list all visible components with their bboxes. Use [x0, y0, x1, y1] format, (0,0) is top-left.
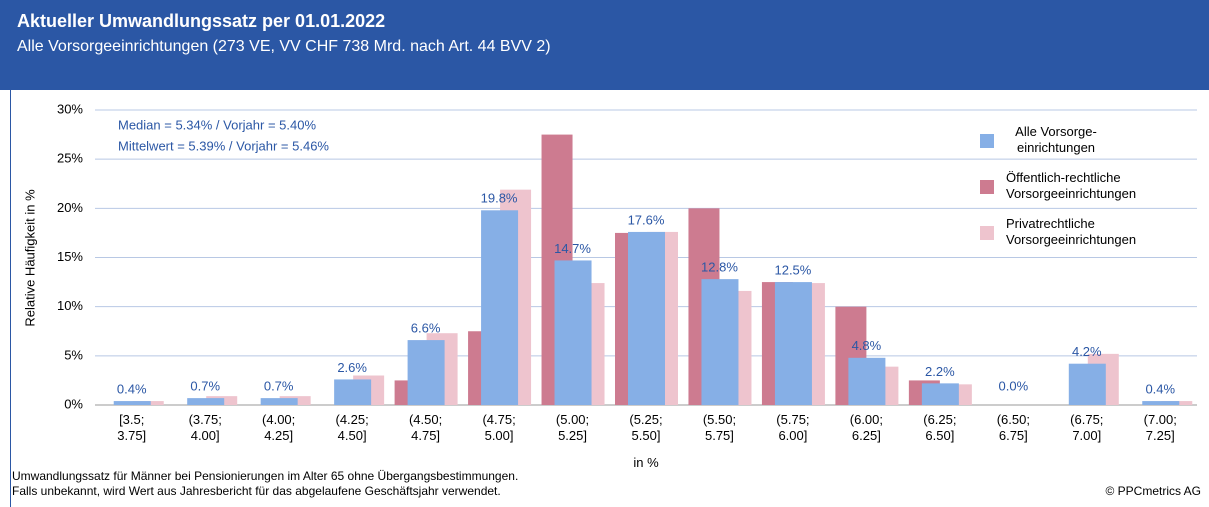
legend-label: Öffentlich-rechtliche Vorsorgeeinrichtun… — [1006, 170, 1137, 201]
bar — [701, 279, 739, 405]
x-tick-label: (3.75; 4.00] — [188, 412, 222, 443]
x-tick-label: (4.50; 4.75] — [408, 412, 443, 443]
data-label: 0.0% — [999, 378, 1029, 393]
bar — [921, 383, 959, 405]
x-tick-label: (6.75; 7.00] — [1070, 412, 1104, 443]
x-tick-label: (5.50; 5.75] — [702, 412, 737, 443]
y-tick-label: 15% — [57, 249, 83, 264]
legend-label: Privatrechtliche Vorsorgeeinrichtungen — [1006, 216, 1137, 247]
bar — [554, 260, 592, 405]
x-tick-label: (4.75; 5.00] — [482, 412, 516, 443]
x-tick-label: (7.00; 7.25] — [1143, 412, 1177, 443]
y-tick-label: 5% — [64, 347, 83, 362]
bar — [774, 282, 812, 405]
x-tick-label: (4.00; 4.25] — [262, 412, 296, 443]
bar — [1068, 363, 1106, 405]
annotation: Median = 5.34% / Vorjahr = 5.40% — [118, 117, 316, 132]
x-axis-label: in % — [633, 455, 659, 470]
bar — [260, 398, 298, 405]
data-label: 0.7% — [264, 379, 294, 394]
data-label: 14.7% — [554, 241, 591, 256]
data-label: 17.6% — [628, 212, 665, 227]
bar — [628, 231, 665, 405]
annotation: Mittelwert = 5.39% / Vorjahr = 5.46% — [118, 138, 329, 153]
header: Aktueller Umwandlungssatz per 01.01.2022… — [0, 0, 1209, 90]
title: Aktueller Umwandlungssatz per 01.01.2022 — [17, 11, 386, 31]
bar — [407, 340, 445, 405]
footnote: Falls unbekannt, wird Wert aus Jahresber… — [12, 484, 501, 498]
footnote: Umwandlungssatz für Männer bei Pensionie… — [12, 469, 519, 483]
data-label: 12.8% — [701, 260, 738, 275]
legend-swatch — [980, 134, 994, 148]
data-label: 0.4% — [117, 382, 147, 397]
x-tick-label: (6.50; 6.75] — [996, 412, 1030, 443]
bar — [113, 401, 151, 405]
data-label: 12.5% — [774, 263, 811, 278]
bar — [187, 398, 225, 405]
x-tick-label: (6.00; 6.25] — [849, 412, 884, 443]
data-label: 2.2% — [925, 364, 955, 379]
legend-label: Alle Vorsorge-einrichtungen — [1015, 124, 1097, 155]
x-tick-label: (5.00; 5.25] — [555, 412, 590, 443]
x-tick-label: (5.25; 5.50] — [629, 412, 663, 443]
bar — [848, 357, 886, 405]
x-tick-label: (6.25; 6.50] — [923, 412, 957, 443]
data-label: 0.7% — [190, 379, 220, 394]
x-tick-label: [3.5; 3.75] — [117, 412, 147, 443]
x-tick-label: (5.75; 6.00] — [776, 412, 810, 443]
data-label: 19.8% — [481, 191, 518, 206]
y-tick-label: 30% — [57, 101, 83, 116]
copyright: © PPCmetrics AG — [1105, 484, 1201, 498]
y-tick-label: 25% — [57, 151, 83, 166]
data-label: 0.4% — [1145, 382, 1175, 397]
data-label: 4.2% — [1072, 344, 1102, 359]
subtitle: Alle Vorsorgeeinrichtungen (273 VE, VV C… — [17, 38, 551, 55]
bar — [334, 379, 372, 405]
x-tick-label: (4.25; 4.50] — [335, 412, 369, 443]
legend-swatch — [980, 226, 994, 240]
legend-swatch — [980, 180, 994, 194]
bar — [1142, 401, 1180, 405]
data-label: 4.8% — [852, 338, 882, 353]
y-tick-label: 10% — [57, 298, 83, 313]
y-tick-label: 0% — [64, 396, 83, 411]
data-label: 6.6% — [411, 321, 441, 336]
data-label: 2.6% — [337, 360, 367, 375]
y-axis-label: Relative Häufigkeit in % — [22, 189, 37, 327]
y-tick-label: 20% — [57, 200, 83, 215]
bar — [481, 210, 519, 405]
